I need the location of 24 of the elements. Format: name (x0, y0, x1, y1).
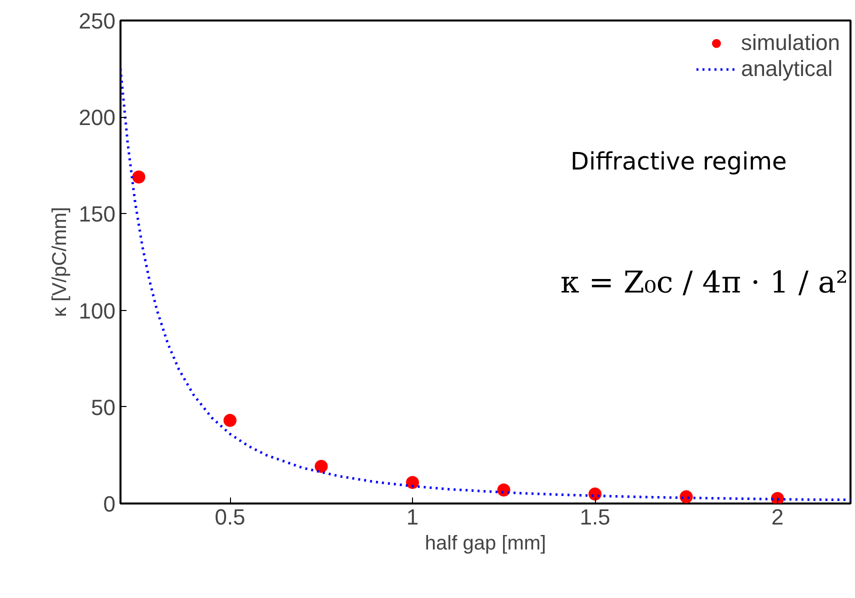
annotation: Diffractive regime (570, 148, 787, 176)
legend-label: analytical (740, 56, 833, 82)
legend-label: simulation (740, 30, 840, 56)
x-tick-label: 0.5 (214, 504, 246, 530)
y-axis-title: κ [V/pC/mm] (48, 206, 71, 318)
y-tick-label: 150 (78, 202, 116, 227)
annotation: κ = Z₀c / 4π · 1 / a² (560, 266, 848, 300)
point (132, 170, 146, 184)
point (314, 460, 328, 473)
y-tick-label: 250 (78, 8, 116, 34)
point (680, 490, 693, 504)
point (406, 476, 419, 489)
point (771, 492, 784, 504)
x-tick-label: 1 (406, 504, 419, 530)
y-tick-label: 100 (78, 298, 116, 324)
x-tick-label: 1.5 (580, 504, 610, 530)
y-tick-label: 200 (78, 105, 116, 130)
x-tick-label: 2 (771, 504, 784, 530)
point (588, 488, 602, 501)
y-tick-label: 0 (103, 492, 116, 516)
y-tick-label: 50 (91, 394, 116, 420)
point (224, 414, 236, 427)
x-axis-title: half gap [mm] (424, 532, 546, 554)
point (497, 483, 510, 496)
